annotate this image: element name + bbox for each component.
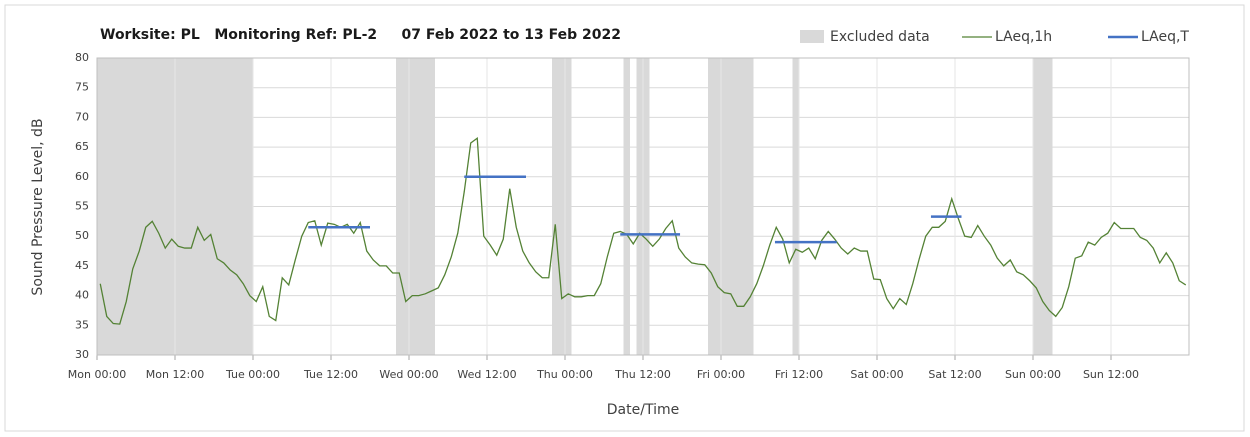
x-axis-label: Date/Time (607, 402, 679, 418)
x-tick-label: Sun 12:00 (1083, 368, 1139, 381)
y-tick-label: 60 (75, 170, 89, 183)
legend-label: Excluded data (830, 29, 930, 45)
plot-border (96, 57, 1190, 356)
x-tick-label: Sat 00:00 (850, 368, 903, 381)
x-tick-label: Wed 12:00 (457, 368, 516, 381)
y-tick-label: 40 (75, 289, 89, 302)
legend-label: LAeq,T (1141, 29, 1189, 45)
y-tick-label: 70 (75, 110, 89, 123)
x-tick-label: Mon 12:00 (146, 368, 204, 381)
y-tick-label: 80 (75, 51, 89, 64)
y-tick-label: 75 (75, 81, 89, 94)
y-tick-label: 35 (75, 318, 89, 331)
x-tick-label: Wed 00:00 (379, 368, 438, 381)
x-tick-label: Thu 12:00 (614, 368, 671, 381)
x-tick-label: Sat 12:00 (928, 368, 981, 381)
x-tick-label: Fri 12:00 (775, 368, 823, 381)
y-tick-label: 30 (75, 348, 89, 361)
x-tick-label: Mon 00:00 (68, 368, 126, 381)
y-tick-label: 65 (75, 140, 89, 153)
legend-swatch (800, 30, 824, 43)
chart-title: Worksite: PL Monitoring Ref: PL-2 07 Feb… (100, 27, 621, 43)
y-tick-label: 50 (75, 229, 89, 242)
x-tick-label: Tue 12:00 (303, 368, 358, 381)
legend-label: LAeq,1h (995, 29, 1052, 45)
y-tick-label: 45 (75, 259, 89, 272)
x-tick-label: Fri 00:00 (697, 368, 745, 381)
x-tick-label: Thu 00:00 (536, 368, 593, 381)
line-series (99, 136, 1187, 325)
y-axis-label: Sound Pressure Level, dB (30, 118, 46, 295)
x-tick-label: Tue 00:00 (225, 368, 280, 381)
x-tick-label: Sun 00:00 (1005, 368, 1061, 381)
y-tick-label: 55 (75, 200, 89, 213)
